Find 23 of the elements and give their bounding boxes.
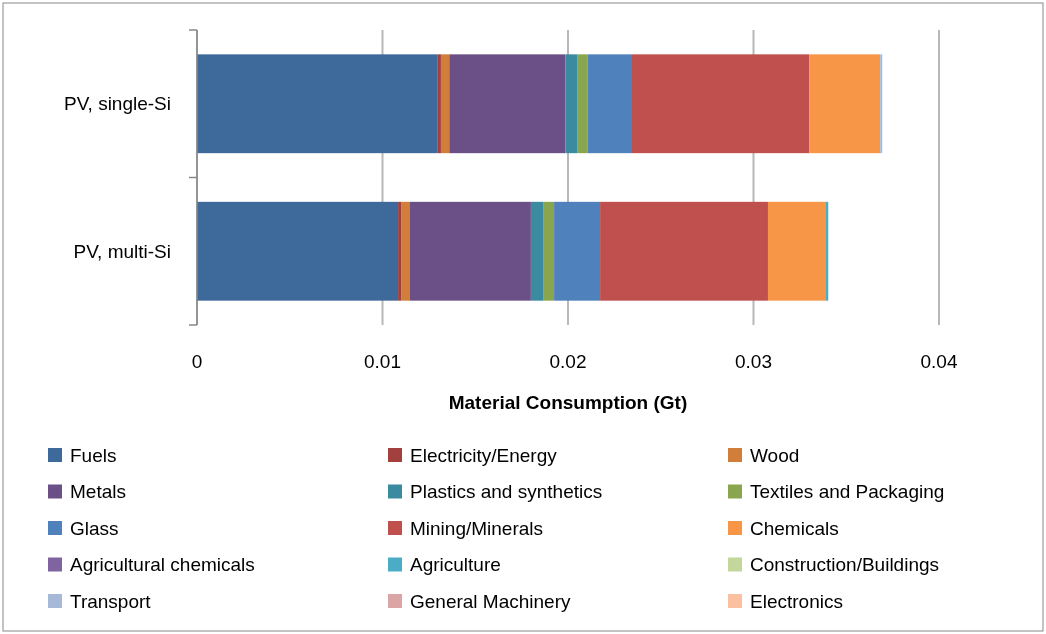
x-tick-label: 0.02 <box>549 351 587 372</box>
y-tick-label: PV, single-Si <box>63 93 171 115</box>
legend-label: General Machinery <box>410 590 572 612</box>
x-tick-label: 0 <box>191 351 203 372</box>
legend-label: Transport <box>70 590 152 612</box>
legend-label: Construction/Buildings <box>750 554 940 576</box>
legend-label: Mining/Minerals <box>410 517 544 539</box>
y-tick-label: PV, multi-Si <box>73 240 171 262</box>
legend-label: Plastics and synthetics <box>410 481 603 503</box>
legend-label: Chemicals <box>750 517 839 539</box>
legend-label: Textiles and Packaging <box>750 481 945 503</box>
legend-label: Agriculture <box>410 554 501 576</box>
legend-label: Electricity/Energy <box>410 444 558 466</box>
legend-label: Agricultural chemicals <box>70 554 255 576</box>
x-tick-label: 0.01 <box>364 351 401 372</box>
x-tick-label: 0.04 <box>920 351 958 372</box>
legend-label: Metals <box>70 481 126 503</box>
legend-label: Glass <box>70 517 119 539</box>
legend-label: Wood <box>750 444 800 466</box>
legend-label: Electronics <box>750 590 843 612</box>
x-axis-title: Material Consumption (Gt) <box>448 392 688 413</box>
legend-label: Fuels <box>70 444 117 466</box>
x-tick-label: 0.03 <box>735 351 772 372</box>
